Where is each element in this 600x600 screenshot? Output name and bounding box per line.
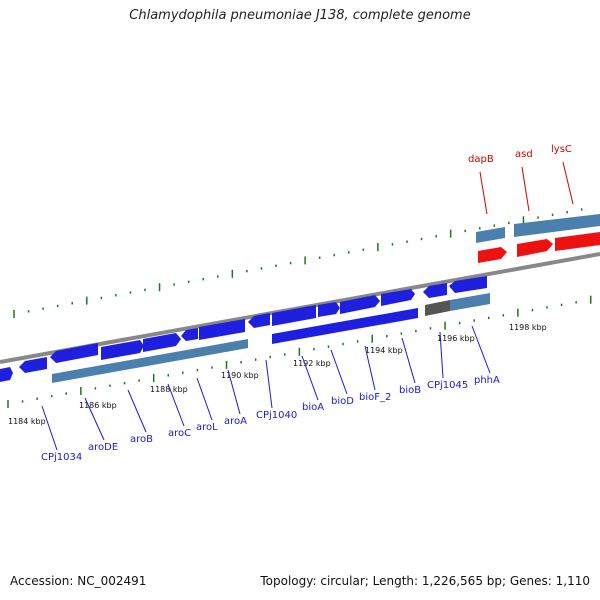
cds-arrow[interactable] <box>181 328 198 341</box>
cds-arrow[interactable] <box>272 305 316 326</box>
gene-label[interactable]: dapB <box>468 154 494 165</box>
gene-bar-arodE-aroA[interactable] <box>52 339 248 383</box>
gene-leader-line <box>227 369 241 415</box>
gene-label[interactable]: bioF_2 <box>359 392 391 403</box>
gene-label[interactable]: CPj1045 <box>427 380 468 391</box>
cds-arrow[interactable] <box>199 319 245 340</box>
scale-label: 1194 kbp <box>365 346 403 355</box>
map-title: Chlamydophila pneumoniae J138, complete … <box>129 8 471 23</box>
cds-arrow-asd[interactable] <box>517 239 553 257</box>
gene-leader-line <box>167 383 185 427</box>
cds-arrow[interactable] <box>423 283 447 298</box>
tick-track-lower <box>7 295 592 408</box>
scale-label: 1196 kbp <box>437 334 475 343</box>
scale-label: 1184 kbp <box>8 417 46 426</box>
cds-arrow[interactable] <box>50 343 98 363</box>
gene-leader-line <box>196 377 213 421</box>
gene-label[interactable]: CPj1040 <box>256 410 297 421</box>
gene-bars-lower <box>52 293 490 383</box>
gene-label[interactable]: asd <box>515 149 533 160</box>
scale-labels: 1184 kbp 1186 kbp 1188 kbp 1190 kbp 1192 kbp… <box>8 323 547 426</box>
cds-arrow[interactable] <box>248 313 270 328</box>
gene-leader-line <box>265 359 273 409</box>
gene-bar-dapB[interactable] <box>476 227 505 243</box>
gene-leader-line <box>479 171 488 215</box>
cds-arrow[interactable] <box>449 276 487 293</box>
cds-arrow[interactable] <box>318 302 340 317</box>
gene-label[interactable]: phhA <box>474 375 500 386</box>
gene-leader-line <box>127 389 147 433</box>
gene-leader-line <box>439 331 444 379</box>
scale-label: 1190 kbp <box>221 371 259 380</box>
gene-leader-line <box>471 325 491 374</box>
cds-arrow[interactable] <box>101 340 144 360</box>
gene-leader-line <box>401 337 416 384</box>
gene-labels: CPj1034 aroDE aroB aroC aroL aroA CPj1040 bioA b… <box>41 144 574 463</box>
gene-leader-line <box>364 345 376 391</box>
topology-label: Topology: circular; Length: 1,226,565 bp… <box>260 574 590 588</box>
pseudogene-bar[interactable] <box>425 300 450 316</box>
cds-arrow-dapB[interactable] <box>478 247 507 263</box>
cds-arrow[interactable] <box>0 367 13 382</box>
gene-leader-line <box>301 355 319 401</box>
gene-label[interactable]: CPj1034 <box>41 452 82 463</box>
scale-label: 1192 kbp <box>293 359 331 368</box>
scale-label: 1198 kbp <box>509 323 547 332</box>
gene-label[interactable]: bioA <box>302 402 324 413</box>
gene-leader-line <box>330 349 348 395</box>
gene-bar-asd-lysC[interactable] <box>514 214 600 237</box>
cds-arrow-lysC[interactable] <box>555 232 600 251</box>
gene-label[interactable]: aroDE <box>88 442 118 453</box>
gene-label[interactable]: aroC <box>168 428 191 439</box>
cds-arrow[interactable] <box>340 295 380 314</box>
gene-bars-upper <box>476 214 600 243</box>
gene-label[interactable]: lysC <box>551 144 572 155</box>
scale-label: 1188 kbp <box>150 385 188 394</box>
gene-label[interactable]: aroA <box>224 416 247 427</box>
gene-leader-line <box>521 166 530 212</box>
gene-label[interactable]: aroB <box>130 434 153 445</box>
scale-label: 1186 kbp <box>79 401 117 410</box>
cds-arrow[interactable] <box>19 357 47 373</box>
gene-bar-bio[interactable] <box>272 308 418 344</box>
gene-leader-line <box>84 397 105 441</box>
tick-track-upper <box>13 208 583 318</box>
gene-leader-line <box>562 161 574 205</box>
gene-label[interactable]: bioD <box>331 396 354 407</box>
cds-arrow[interactable] <box>381 289 415 306</box>
gene-label[interactable]: aroL <box>196 422 218 433</box>
cds-arrow[interactable] <box>143 333 181 352</box>
gene-bar-phhA[interactable] <box>450 293 490 311</box>
gene-leader-line <box>41 405 58 451</box>
gene-label[interactable]: bioB <box>399 385 421 396</box>
cds-arrows-reverse <box>478 232 600 263</box>
accession-label: Accession: NC_002491 <box>10 574 147 588</box>
cds-arrows-forward <box>0 276 487 382</box>
